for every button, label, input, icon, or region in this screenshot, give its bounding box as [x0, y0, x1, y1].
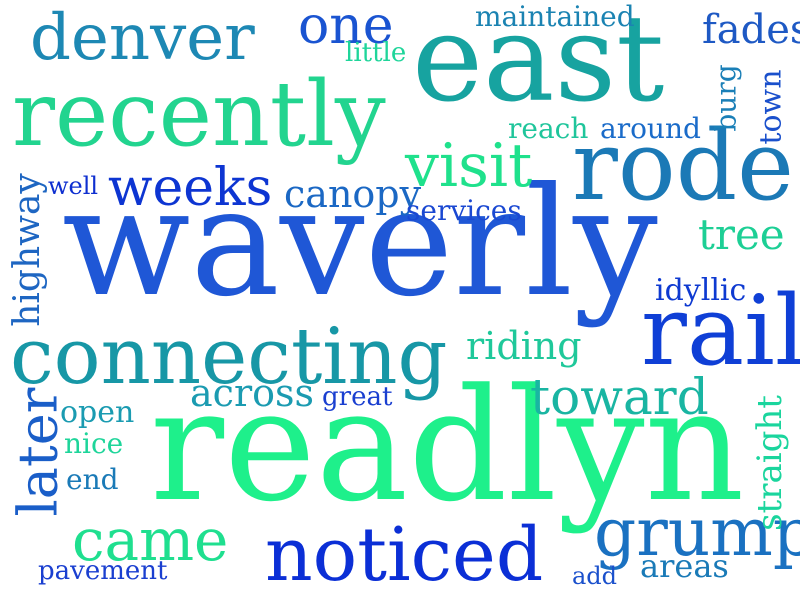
- word-denver: denver: [30, 1, 255, 75]
- word-tree: tree: [698, 210, 785, 259]
- word-maintained: maintained: [475, 0, 635, 33]
- word-noticed: noticed: [265, 512, 544, 598]
- word-recently: recently: [12, 62, 386, 167]
- word-east: east: [412, 0, 665, 129]
- word-straight: straight: [749, 395, 790, 531]
- word-riding: riding: [466, 324, 582, 368]
- word-weeks: weeks: [108, 158, 273, 218]
- word-grump: grump: [594, 494, 800, 571]
- word-end: end: [66, 463, 119, 496]
- word-came: came: [72, 506, 229, 574]
- word-visit: visit: [405, 131, 533, 201]
- word-add: add: [572, 562, 618, 590]
- word-fades: fades: [702, 7, 800, 53]
- word-little: little: [345, 38, 407, 68]
- word-across: across: [190, 371, 314, 415]
- word-canopy: canopy: [284, 172, 422, 216]
- word-highway: highway: [6, 173, 48, 327]
- word-reach: reach: [508, 112, 589, 145]
- word-burg: burg: [709, 64, 743, 132]
- word-rode: rode: [572, 110, 794, 222]
- word-open: open: [60, 395, 135, 430]
- word-rail: rail: [641, 275, 800, 387]
- word-nice: nice: [64, 427, 124, 460]
- word-services: services: [406, 194, 522, 227]
- word-toward: toward: [530, 368, 709, 426]
- word-idyllic: idyllic: [655, 273, 747, 308]
- word-great: great: [322, 382, 393, 412]
- word-town: town: [753, 69, 789, 145]
- word-well: well: [48, 172, 99, 200]
- word-readlyn: readlyn: [150, 355, 745, 536]
- word-areas: areas: [640, 547, 729, 585]
- word-one: one: [298, 0, 394, 56]
- word-connecting: connecting: [10, 312, 448, 402]
- word-around: around: [600, 112, 701, 145]
- word-waverly: waverly: [62, 156, 658, 330]
- word-later: later: [6, 387, 70, 517]
- word-pavement: pavement: [38, 556, 168, 586]
